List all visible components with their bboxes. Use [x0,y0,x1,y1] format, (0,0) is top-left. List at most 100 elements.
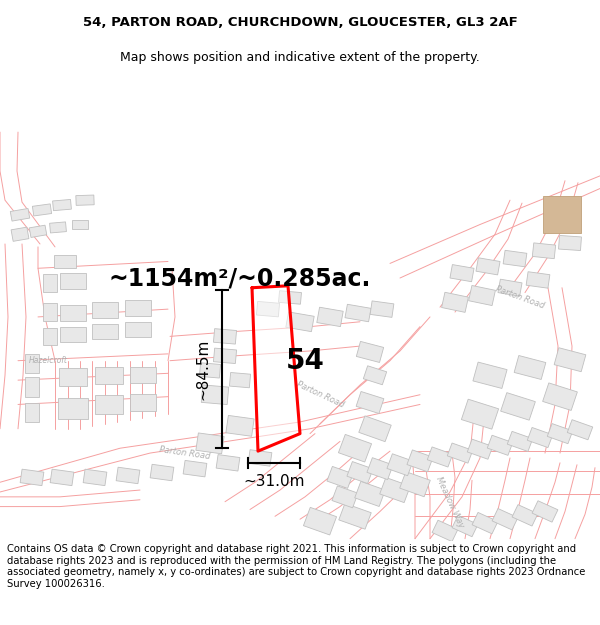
Polygon shape [25,402,39,422]
Polygon shape [527,428,553,448]
Polygon shape [229,372,251,388]
Polygon shape [498,279,522,296]
Polygon shape [32,204,52,216]
Polygon shape [503,251,527,267]
Polygon shape [92,324,118,339]
Polygon shape [50,222,67,233]
Polygon shape [248,450,272,466]
Polygon shape [25,354,39,373]
Polygon shape [567,419,593,440]
Polygon shape [25,378,39,397]
Polygon shape [554,348,586,372]
Polygon shape [43,274,57,292]
Text: Contains OS data © Crown copyright and database right 2021. This information is : Contains OS data © Crown copyright and d… [7,544,586,589]
Polygon shape [304,508,337,535]
Polygon shape [43,303,57,321]
Polygon shape [450,264,474,282]
Polygon shape [370,301,394,318]
Polygon shape [60,327,86,342]
Text: ~1154m²/~0.285ac.: ~1154m²/~0.285ac. [109,266,371,290]
Polygon shape [461,399,499,429]
Text: ~31.0m: ~31.0m [243,474,305,489]
Polygon shape [452,516,478,537]
Polygon shape [356,341,383,362]
Polygon shape [201,385,229,404]
Polygon shape [442,292,469,312]
Polygon shape [347,462,373,484]
Polygon shape [364,366,386,385]
Polygon shape [92,302,118,318]
Polygon shape [286,312,314,332]
Polygon shape [43,328,57,345]
Polygon shape [387,454,413,476]
Text: Parton Road: Parton Road [295,380,345,409]
Polygon shape [125,322,151,338]
Polygon shape [472,512,498,534]
Polygon shape [29,225,47,238]
Polygon shape [72,219,88,229]
Polygon shape [367,458,393,479]
Polygon shape [467,439,493,459]
Polygon shape [327,466,353,488]
Text: Parton Road: Parton Road [159,445,211,461]
Polygon shape [83,469,107,486]
Text: Meadow Way: Meadow Way [434,475,466,529]
Polygon shape [20,469,44,486]
Text: 54, PARTON ROAD, CHURCHDOWN, GLOUCESTER, GL3 2AF: 54, PARTON ROAD, CHURCHDOWN, GLOUCESTER,… [83,16,517,29]
Polygon shape [338,434,371,462]
Polygon shape [150,464,174,481]
Polygon shape [427,447,453,467]
Polygon shape [60,305,86,321]
Polygon shape [526,272,550,288]
Polygon shape [512,504,538,526]
Polygon shape [278,291,301,304]
Polygon shape [514,356,546,379]
Polygon shape [400,472,430,497]
Polygon shape [11,227,29,241]
Polygon shape [473,362,507,389]
Text: Parton Road: Parton Road [494,284,545,311]
Polygon shape [476,258,500,275]
Polygon shape [54,254,76,268]
Polygon shape [532,243,556,259]
Polygon shape [532,501,558,522]
Text: Hazelcroft: Hazelcroft [29,356,67,365]
Polygon shape [214,348,236,364]
Polygon shape [332,486,358,508]
Polygon shape [359,416,391,442]
Polygon shape [339,503,371,529]
Polygon shape [407,450,433,472]
Polygon shape [447,443,473,463]
Polygon shape [380,478,410,502]
Polygon shape [507,431,533,451]
Polygon shape [226,416,254,436]
Polygon shape [95,395,123,414]
Polygon shape [500,392,535,420]
Polygon shape [76,195,94,206]
Polygon shape [469,286,496,306]
Polygon shape [58,398,88,419]
Polygon shape [10,209,30,221]
Polygon shape [559,236,581,251]
Polygon shape [345,304,371,322]
Polygon shape [356,391,384,414]
Polygon shape [543,196,581,233]
Polygon shape [199,362,221,378]
Polygon shape [125,301,151,316]
Text: ~84.5m: ~84.5m [195,338,210,399]
Polygon shape [256,301,280,317]
Polygon shape [492,509,518,530]
Polygon shape [60,273,86,289]
Polygon shape [432,520,458,542]
Polygon shape [214,329,236,344]
Polygon shape [183,461,207,477]
Polygon shape [196,433,224,454]
Text: 54: 54 [286,347,325,374]
Polygon shape [116,468,140,484]
Polygon shape [130,394,156,411]
Polygon shape [59,369,87,386]
Polygon shape [542,383,577,411]
Polygon shape [487,435,513,456]
Polygon shape [130,368,156,383]
Polygon shape [53,199,71,211]
